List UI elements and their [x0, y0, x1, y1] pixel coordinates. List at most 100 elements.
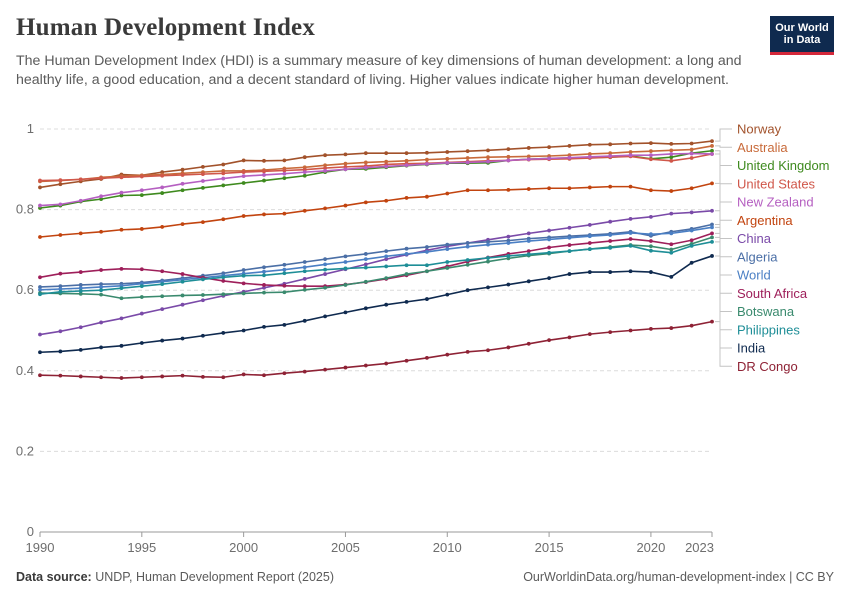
data-point[interactable] — [608, 219, 613, 224]
data-point[interactable] — [608, 245, 613, 250]
series-label-norway[interactable]: Norway — [737, 122, 782, 137]
data-point[interactable] — [506, 147, 511, 152]
data-point[interactable] — [119, 286, 124, 291]
data-point[interactable] — [526, 252, 531, 257]
data-point[interactable] — [180, 293, 185, 298]
data-point[interactable] — [302, 260, 307, 264]
data-point[interactable] — [649, 270, 653, 274]
data-point[interactable] — [649, 214, 653, 219]
data-point[interactable] — [547, 145, 551, 150]
data-point[interactable] — [526, 249, 531, 254]
data-point[interactable] — [241, 281, 246, 286]
data-point[interactable] — [119, 190, 124, 195]
series-india[interactable] — [38, 254, 714, 355]
data-point[interactable] — [404, 158, 409, 163]
data-point[interactable] — [99, 194, 103, 199]
data-point[interactable] — [282, 290, 287, 295]
data-point[interactable] — [547, 338, 551, 343]
data-point[interactable] — [506, 241, 511, 245]
data-point[interactable] — [302, 269, 307, 274]
data-point[interactable] — [343, 152, 348, 157]
data-point[interactable] — [465, 160, 470, 165]
data-point[interactable] — [567, 235, 572, 240]
data-point[interactable] — [302, 318, 307, 323]
data-point[interactable] — [587, 241, 592, 245]
data-point[interactable] — [99, 320, 103, 325]
data-point[interactable] — [262, 158, 266, 163]
data-point[interactable] — [221, 217, 226, 222]
data-point[interactable] — [710, 239, 714, 244]
data-point[interactable] — [139, 375, 144, 380]
data-point[interactable] — [323, 367, 327, 372]
data-point[interactable] — [587, 154, 592, 159]
series-argentina[interactable] — [38, 181, 714, 239]
data-point[interactable] — [262, 212, 266, 217]
data-point[interactable] — [99, 268, 103, 272]
data-point[interactable] — [445, 156, 450, 161]
series-line[interactable] — [39, 320, 713, 379]
data-point[interactable] — [262, 290, 266, 295]
data-point[interactable] — [689, 260, 694, 265]
series-label-philippines[interactable]: Philippines — [737, 322, 800, 337]
data-point[interactable] — [486, 239, 490, 244]
data-point[interactable] — [302, 170, 307, 175]
series-label-dr-congo[interactable]: DR Congo — [737, 359, 798, 374]
data-point[interactable] — [547, 245, 551, 250]
series-label-china[interactable]: China — [737, 231, 772, 246]
data-point[interactable] — [465, 349, 470, 354]
data-point[interactable] — [78, 198, 83, 203]
data-point[interactable] — [58, 289, 63, 294]
data-point[interactable] — [384, 254, 389, 259]
data-point[interactable] — [404, 151, 409, 156]
data-point[interactable] — [201, 277, 205, 282]
data-point[interactable] — [99, 288, 103, 293]
series-line[interactable] — [39, 182, 713, 238]
data-point[interactable] — [58, 329, 63, 334]
data-point[interactable] — [78, 374, 83, 379]
data-point[interactable] — [486, 155, 490, 160]
data-point[interactable] — [201, 164, 205, 169]
data-point[interactable] — [526, 231, 531, 236]
data-point[interactable] — [343, 167, 348, 172]
series-line[interactable] — [39, 140, 713, 189]
data-point[interactable] — [323, 153, 327, 158]
data-point[interactable] — [445, 150, 450, 154]
data-point[interactable] — [180, 181, 185, 186]
data-point[interactable] — [180, 167, 185, 172]
data-point[interactable] — [282, 158, 287, 163]
data-point[interactable] — [425, 157, 429, 162]
data-point[interactable] — [78, 291, 83, 296]
data-point[interactable] — [526, 187, 531, 191]
data-point[interactable] — [587, 234, 592, 239]
data-point[interactable] — [649, 153, 653, 158]
data-point[interactable] — [384, 151, 389, 156]
data-point[interactable] — [323, 257, 327, 262]
data-point[interactable] — [425, 250, 429, 254]
data-point[interactable] — [221, 331, 226, 335]
data-point[interactable] — [445, 352, 450, 357]
data-point[interactable] — [38, 178, 42, 183]
data-point[interactable] — [221, 171, 226, 176]
series-united-kingdom[interactable] — [38, 148, 714, 210]
data-point[interactable] — [282, 267, 287, 272]
data-point[interactable] — [38, 203, 42, 208]
data-point[interactable] — [689, 238, 694, 243]
data-point[interactable] — [241, 214, 246, 218]
series-line[interactable] — [39, 241, 713, 296]
data-point[interactable] — [201, 220, 205, 224]
data-point[interactable] — [262, 273, 266, 278]
data-point[interactable] — [567, 249, 572, 254]
data-point[interactable] — [221, 176, 226, 181]
data-point[interactable] — [567, 243, 572, 247]
data-point[interactable] — [139, 267, 144, 272]
data-point[interactable] — [445, 247, 450, 251]
data-point[interactable] — [445, 242, 450, 247]
data-point[interactable] — [384, 276, 389, 281]
data-point[interactable] — [38, 373, 42, 378]
data-point[interactable] — [160, 338, 165, 343]
series-label-south-africa[interactable]: South Africa — [737, 286, 808, 301]
data-point[interactable] — [38, 185, 42, 190]
data-point[interactable] — [384, 302, 389, 307]
data-point[interactable] — [119, 296, 124, 301]
data-point[interactable] — [363, 151, 368, 156]
